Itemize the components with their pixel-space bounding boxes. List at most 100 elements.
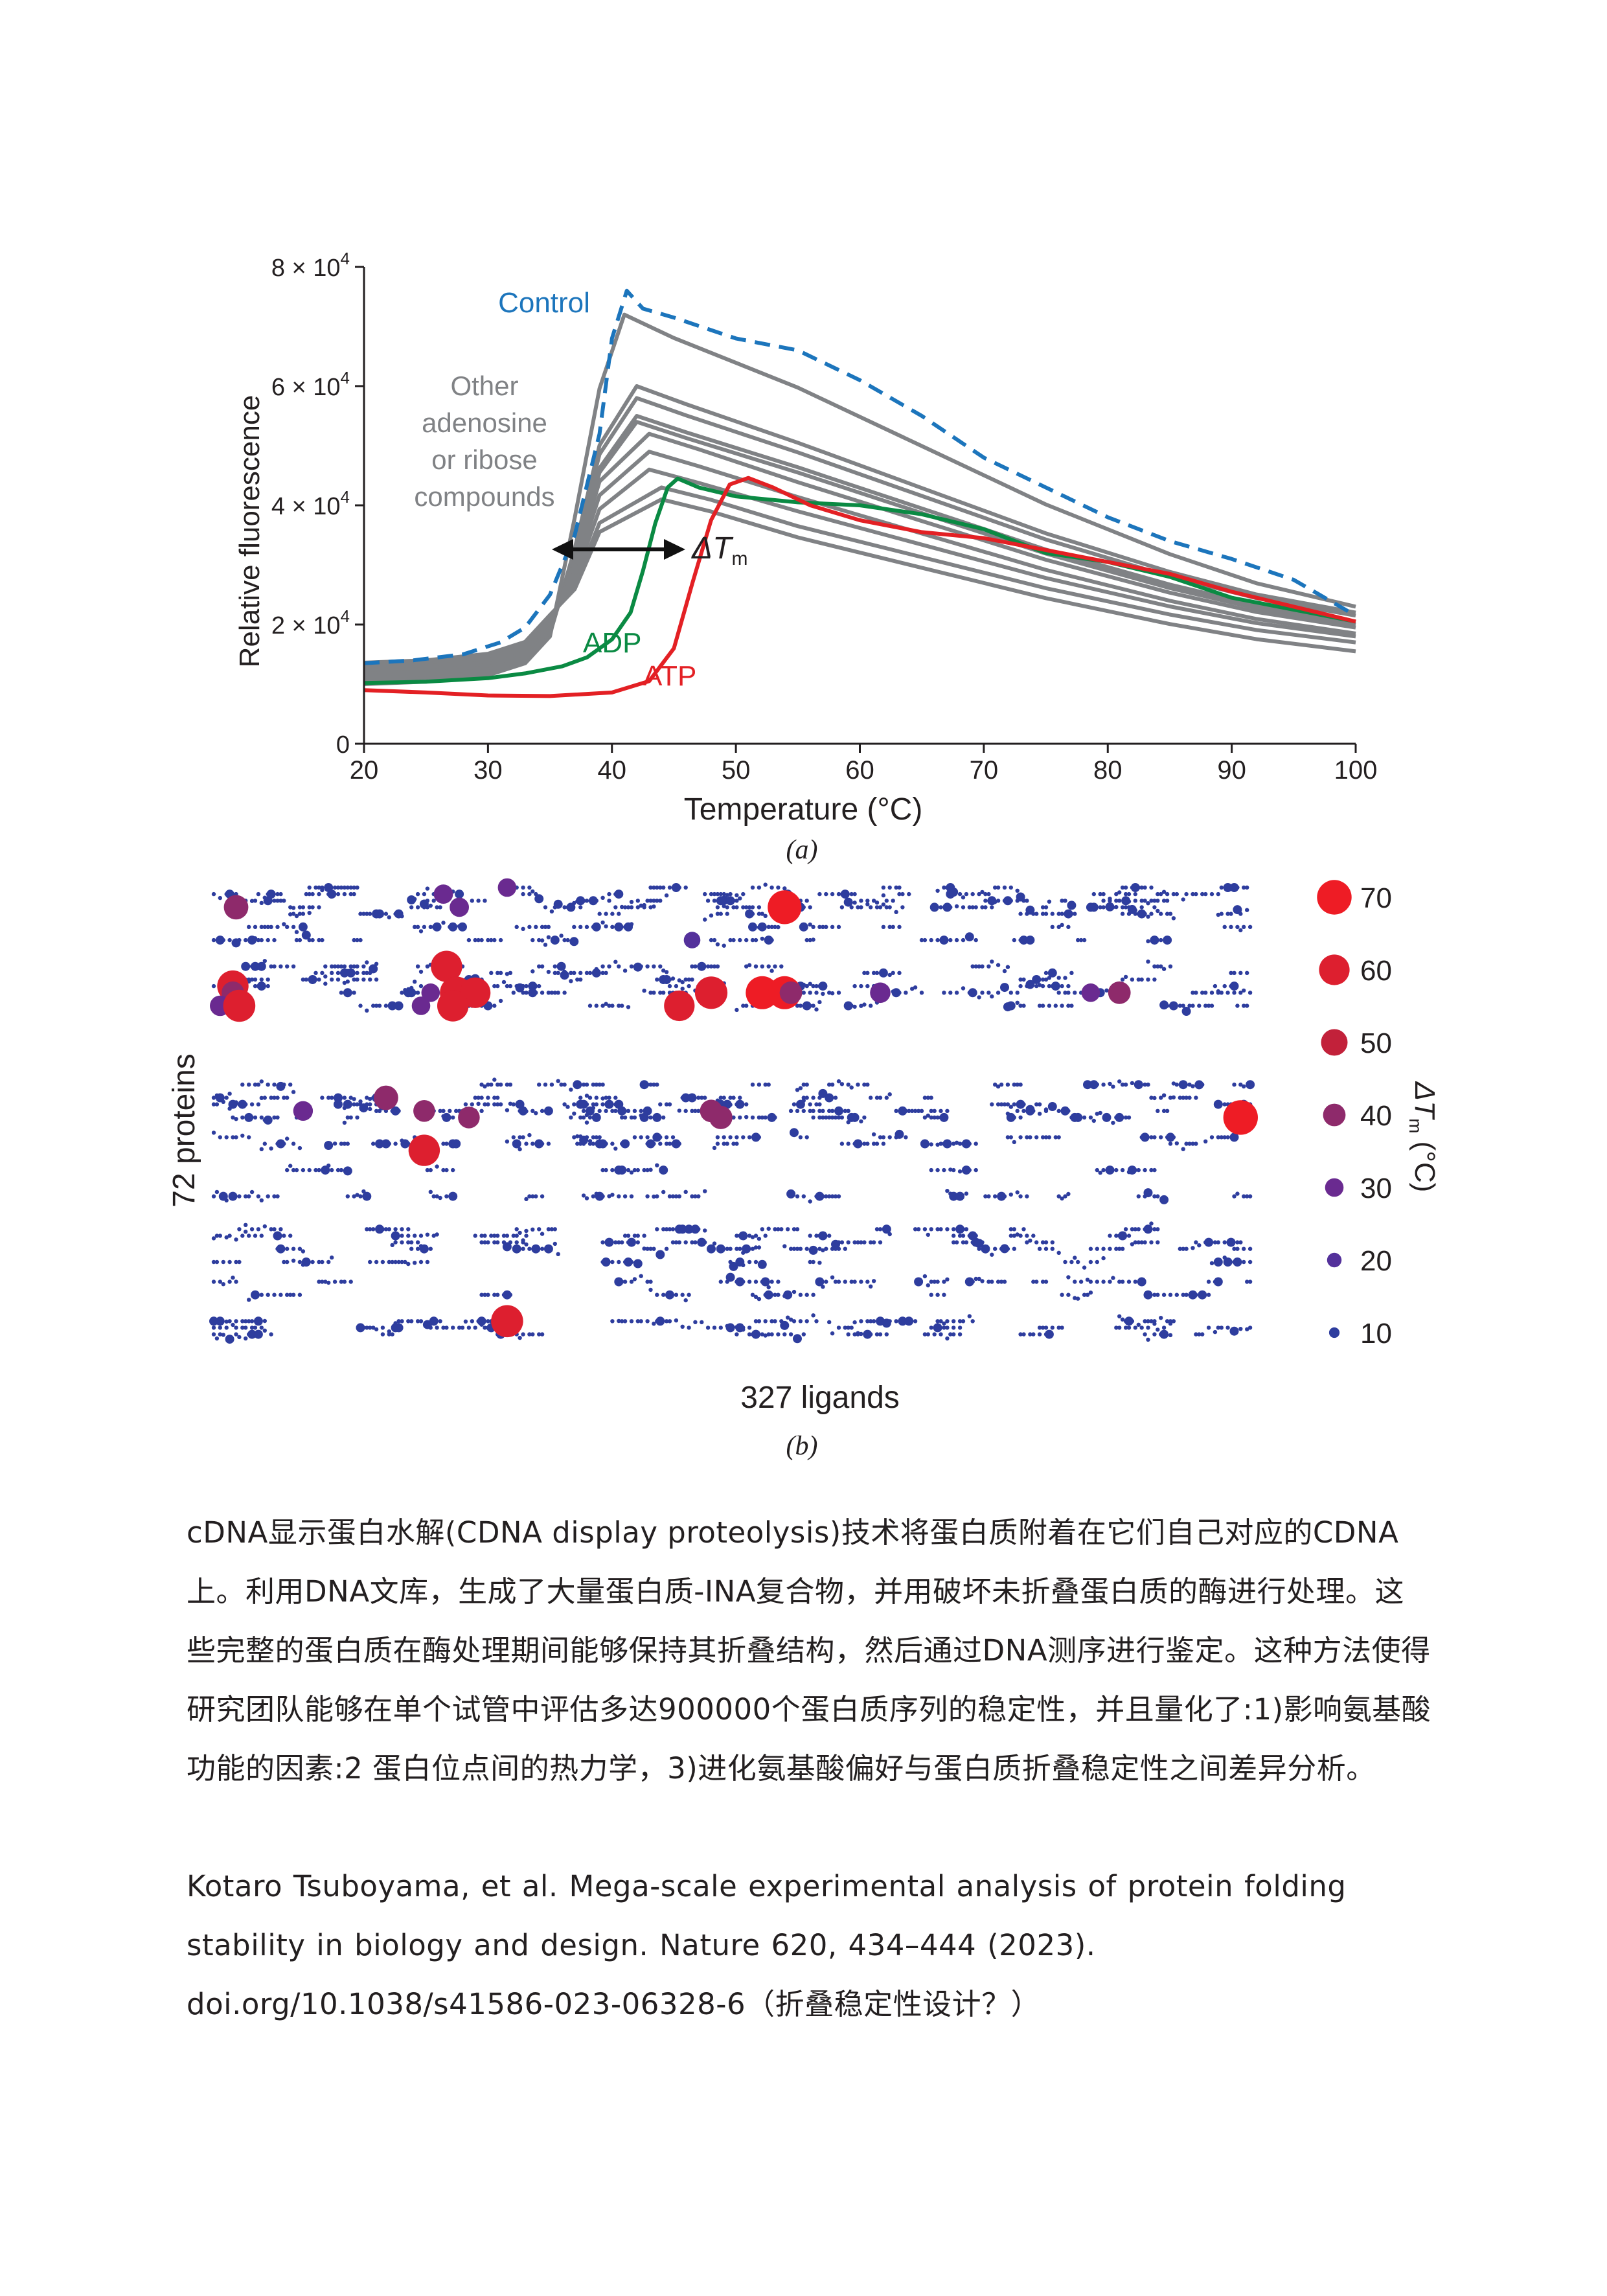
ligand-dot — [1060, 899, 1064, 903]
ligand-dot — [518, 1335, 522, 1340]
ligand-dot — [974, 1276, 978, 1281]
ligand-dot — [514, 1234, 519, 1238]
ligand-dot — [782, 1244, 787, 1248]
ligand-dot — [968, 988, 977, 998]
ligand-dot — [272, 1083, 277, 1087]
ligand-dot — [1136, 1227, 1141, 1232]
ligand-dot — [352, 937, 356, 943]
ligand-dot — [1184, 1246, 1189, 1251]
ligand-dot — [645, 1083, 650, 1087]
ligand-dot — [294, 937, 299, 943]
colorbar-unit: (°C) — [1409, 1133, 1441, 1192]
dtm-bubble — [413, 1100, 435, 1122]
ligand-dot — [642, 905, 646, 910]
ligand-dot — [996, 1084, 1001, 1089]
ligand-dot — [572, 901, 576, 906]
ligand-dot — [406, 1261, 411, 1267]
ligand-dot — [614, 1277, 624, 1287]
ligand-dot — [894, 885, 898, 890]
ligand-dot — [492, 1004, 497, 1008]
ligand-dot — [1114, 1326, 1119, 1330]
ligand-dot — [865, 1280, 870, 1284]
ligand-dot — [766, 1285, 771, 1290]
ligand-dot — [1025, 899, 1029, 903]
ligand-dot — [852, 891, 857, 897]
ligand-dot — [334, 1093, 343, 1103]
ligand-dot — [492, 1234, 497, 1238]
ligand-dot — [518, 1230, 522, 1235]
ligand-dot — [259, 901, 264, 906]
ligand-dot — [1108, 1246, 1112, 1251]
ligand-dot — [900, 891, 905, 897]
ligand-dot — [815, 1277, 825, 1287]
ligand-dot — [836, 1194, 841, 1199]
ligand-dot — [757, 1296, 762, 1302]
ligand-dot — [247, 1234, 251, 1238]
ligand-dot — [954, 904, 959, 909]
ligand-dot — [425, 964, 430, 969]
ligand-dot — [569, 937, 579, 947]
ligand-dot — [811, 937, 815, 942]
ligand-dot — [948, 905, 953, 910]
ligand-dot — [275, 899, 280, 903]
ligand-dot — [1043, 977, 1049, 982]
ligand-dot — [227, 1259, 232, 1265]
ligand-dot — [1209, 891, 1214, 897]
ligand-dot — [1184, 1292, 1189, 1297]
ligand-dot — [766, 1226, 771, 1231]
ligand-dot — [725, 912, 729, 916]
ligand-dot — [211, 1236, 216, 1241]
ligand-dot — [371, 1227, 376, 1232]
ligand-dot — [575, 1142, 580, 1146]
ligand-dot — [578, 977, 583, 982]
ligand-dot — [339, 1167, 344, 1173]
ligand-dot — [1021, 1332, 1026, 1337]
ligand-dot — [1120, 1280, 1125, 1284]
ligand-dot — [970, 964, 975, 969]
ligand-dot — [317, 891, 321, 897]
ligand-dot — [1015, 1000, 1020, 1005]
ligand-dot — [534, 983, 538, 989]
ligand-dot — [690, 1240, 694, 1245]
ligand-dot — [543, 1244, 553, 1254]
ligand-dot — [240, 1326, 245, 1330]
ligand-dot — [413, 991, 417, 995]
ligand-dot — [330, 964, 334, 969]
ligand-dot — [617, 1106, 627, 1116]
ligand-dot — [957, 1142, 963, 1146]
ligand-dot — [1105, 1165, 1115, 1175]
ligand-dot — [1005, 965, 1010, 969]
ligand-dot — [342, 1120, 347, 1125]
ligand-dot — [664, 970, 669, 974]
ligand-dot — [604, 912, 608, 916]
other-compound-curve — [363, 414, 1356, 679]
ligand-dot — [913, 1319, 918, 1324]
ligand-dot — [1156, 1227, 1160, 1232]
ligand-dot — [725, 896, 735, 906]
ligand-dot — [929, 1096, 933, 1100]
ligand-dot — [505, 1108, 510, 1112]
ligand-dot — [769, 1280, 774, 1284]
ligand-dot — [227, 1234, 232, 1238]
ligand-dot — [652, 1083, 656, 1087]
y-tick-label: 0 — [336, 731, 350, 759]
ligand-dot — [1146, 914, 1150, 919]
ligand-dot — [629, 1170, 634, 1175]
ligand-dot — [253, 1329, 263, 1339]
ligand-dot — [1111, 1120, 1115, 1125]
ligand-dot — [610, 924, 615, 930]
ligand-dot — [952, 1332, 956, 1337]
ligand-dot — [728, 1103, 733, 1107]
ligand-dot — [827, 1234, 832, 1238]
ligand-dot — [1209, 1135, 1214, 1140]
ligand-dot — [949, 888, 959, 897]
ligand-dot — [801, 1083, 806, 1087]
ligand-dot — [645, 964, 650, 969]
ligand-dot — [869, 1332, 873, 1337]
ligand-dot — [1203, 991, 1208, 995]
ligand-dot — [251, 1290, 260, 1300]
ligand-dot — [793, 1334, 802, 1344]
ligand-dot — [622, 1194, 628, 1199]
ligand-dot — [648, 899, 653, 903]
ligand-dot — [524, 991, 529, 995]
